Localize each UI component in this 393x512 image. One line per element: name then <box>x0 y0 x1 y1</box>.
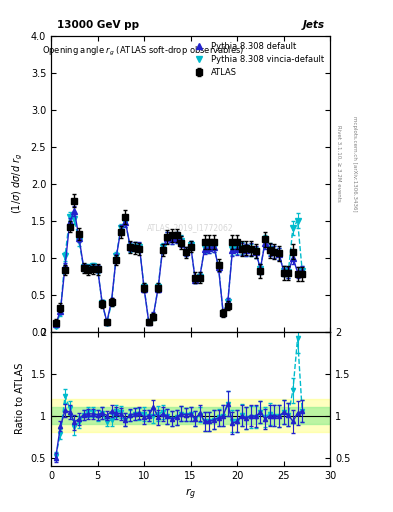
X-axis label: $r_g$: $r_g$ <box>185 486 196 502</box>
Y-axis label: Ratio to ATLAS: Ratio to ATLAS <box>15 363 25 434</box>
Y-axis label: $(1/\sigma)\ d\sigma/d\ r_g$: $(1/\sigma)\ d\sigma/d\ r_g$ <box>11 153 25 215</box>
Pythia 8.308 default <box>226 299 230 305</box>
Pythia 8.308 default <box>151 312 156 318</box>
Pythia 8.308 vincia-default <box>226 299 230 305</box>
Line: Pythia 8.308 vincia-default: Pythia 8.308 vincia-default <box>53 214 305 328</box>
Text: Jets: Jets <box>303 20 325 30</box>
Pythia 8.308 default <box>72 208 77 214</box>
Text: ATLAS_2019_I1772062: ATLAS_2019_I1772062 <box>147 224 234 232</box>
Line: Pythia 8.308 default: Pythia 8.308 default <box>53 208 305 327</box>
Pythia 8.308 default <box>300 268 305 274</box>
Legend: Pythia 8.308 default, Pythia 8.308 vincia-default, ATLAS: Pythia 8.308 default, Pythia 8.308 vinci… <box>187 38 328 80</box>
Text: 13000 GeV pp: 13000 GeV pp <box>57 20 139 30</box>
Pythia 8.308 default <box>53 321 58 327</box>
Pythia 8.308 vincia-default <box>53 323 58 329</box>
Bar <box>51 407 330 424</box>
Pythia 8.308 vincia-default <box>193 276 198 283</box>
Pythia 8.308 vincia-default <box>67 214 72 220</box>
Text: mcplots.cern.ch [arXiv:1306.3436]: mcplots.cern.ch [arXiv:1306.3436] <box>352 116 357 211</box>
Text: Opening angle $r_g$ (ATLAS soft-drop observables): Opening angle $r_g$ (ATLAS soft-drop obs… <box>42 45 244 58</box>
Pythia 8.308 default <box>193 276 198 283</box>
Pythia 8.308 default <box>100 301 105 307</box>
Pythia 8.308 default <box>207 245 211 251</box>
Pythia 8.308 default <box>202 246 207 252</box>
Pythia 8.308 vincia-default <box>207 245 211 251</box>
Pythia 8.308 vincia-default <box>100 301 105 307</box>
Pythia 8.308 vincia-default <box>300 268 305 274</box>
Pythia 8.308 vincia-default <box>151 314 156 320</box>
Bar <box>51 399 330 432</box>
Text: Rivet 3.1.10, ≥ 3.2M events: Rivet 3.1.10, ≥ 3.2M events <box>336 125 341 202</box>
Pythia 8.308 vincia-default <box>202 245 207 251</box>
